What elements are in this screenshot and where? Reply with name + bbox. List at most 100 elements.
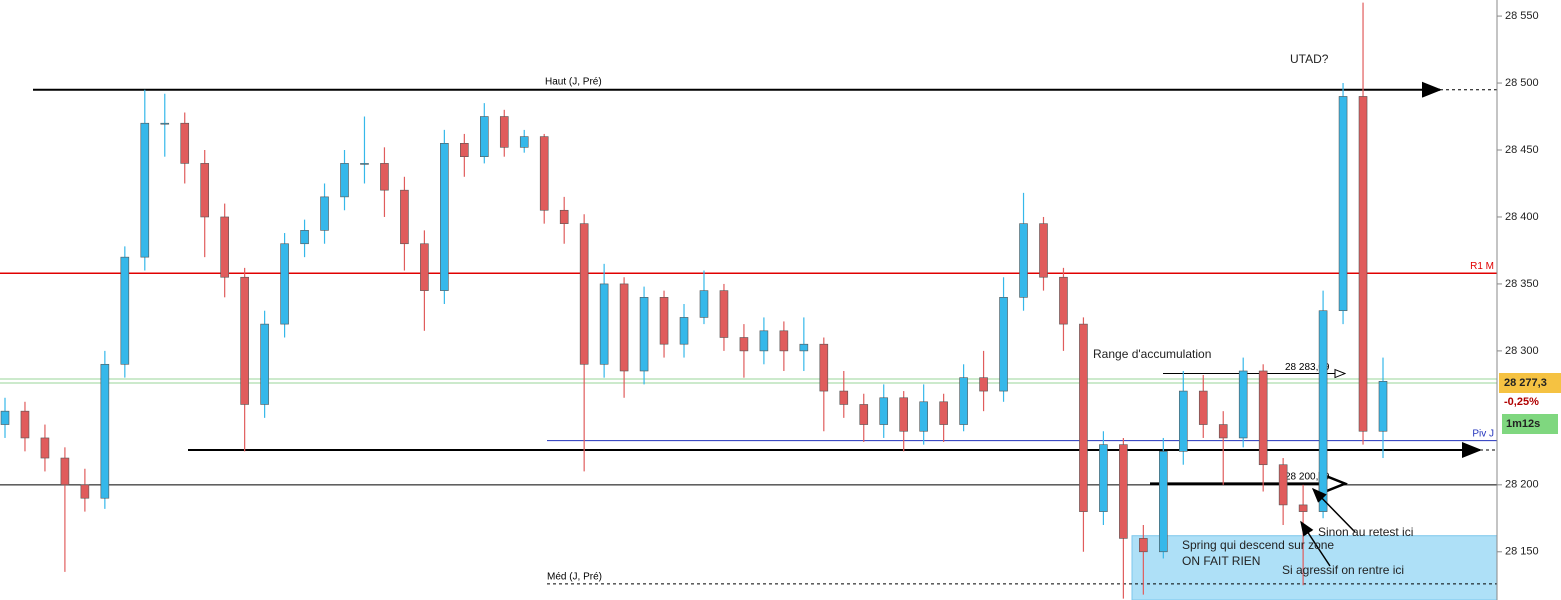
candle-body [120, 256, 130, 365]
candle-body [699, 290, 709, 318]
annotation-arrow [1311, 487, 1356, 533]
candle-body [260, 323, 269, 405]
candle-body [0, 410, 10, 425]
candle-body [739, 337, 749, 352]
candle-body [799, 343, 809, 352]
candle-body [539, 136, 549, 211]
candle-body [1278, 464, 1288, 506]
candle-body [400, 189, 409, 245]
y-tick-label: 28 450 [1505, 144, 1539, 156]
annotation-arrow [1300, 520, 1331, 567]
candle-body [1238, 370, 1248, 439]
candle-body [999, 297, 1008, 392]
price-tag-bg [1499, 373, 1561, 393]
candle-body [1119, 444, 1128, 539]
candle-body [1079, 323, 1088, 512]
candle-body [899, 397, 908, 432]
candle-body [440, 143, 449, 291]
candle-body [879, 397, 889, 425]
candle-body [1298, 504, 1308, 512]
candle-body [1358, 96, 1368, 432]
change-tag-bg [1499, 393, 1561, 412]
candle-body [719, 290, 729, 338]
candle-body [480, 116, 489, 157]
candle-body [280, 243, 289, 325]
candle-body [1218, 424, 1228, 439]
level-label: 28 283,09 [1285, 362, 1330, 373]
y-tick-label: 28 300 [1505, 345, 1539, 357]
candle-body [639, 297, 649, 372]
y-tick-label: 28 550 [1505, 10, 1539, 22]
candle-body [100, 363, 110, 499]
annotation: Spring qui descend sur zone [1182, 538, 1334, 552]
candle-body [859, 404, 869, 425]
level-label: 28 200,89 [1285, 471, 1330, 482]
candle-body [959, 377, 968, 425]
candle-body [1159, 451, 1168, 553]
level-label: Piv J [1472, 428, 1494, 439]
candle-body [300, 230, 309, 245]
candle-body [1378, 380, 1388, 432]
candle-body [180, 122, 190, 164]
candle-body [340, 163, 349, 198]
candle-body [779, 330, 789, 352]
last-price: 28 277,3 [1504, 377, 1547, 389]
candle-body [939, 401, 948, 425]
countdown: 1m12s [1506, 418, 1540, 430]
zone [1131, 535, 1498, 600]
y-tick-label: 28 150 [1505, 546, 1539, 558]
candle-body [40, 437, 50, 459]
level-label: Haut (J, Pré) [545, 76, 602, 87]
candle-body [1178, 390, 1188, 452]
candle-body [619, 283, 629, 372]
candle-body [919, 401, 928, 432]
annotation: UTAD? [1290, 52, 1329, 66]
level-label: R1 M [1470, 261, 1494, 272]
candle-body [1059, 276, 1068, 325]
candle-body [1039, 223, 1048, 278]
candle-body [1198, 390, 1208, 425]
candle-body [1338, 96, 1348, 312]
candle-body [679, 317, 689, 345]
candle-body [1019, 223, 1028, 298]
candle-body [1099, 444, 1108, 512]
candle-body [1318, 310, 1328, 512]
candle-body [60, 457, 70, 486]
candle-body [599, 283, 609, 365]
candle-body [320, 196, 329, 231]
candle-body [200, 163, 210, 218]
candle-body [80, 484, 90, 499]
y-tick-label: 28 200 [1505, 479, 1539, 491]
level-label: Méd (J, Pré) [547, 572, 602, 583]
candle-body [240, 276, 249, 405]
candle-body [1139, 538, 1148, 553]
annotation: ON FAIT RIEN [1182, 554, 1260, 568]
candle-body [420, 243, 429, 291]
candle-body [759, 330, 769, 352]
candle-body [519, 136, 529, 148]
y-tick-label: 28 400 [1505, 211, 1539, 223]
change: -0,25% [1504, 396, 1539, 408]
candle-body [220, 216, 229, 278]
candle-body [20, 410, 30, 439]
candle-body [360, 163, 369, 165]
countdown-bg [1502, 414, 1558, 434]
candle-body [460, 143, 469, 157]
candle-body [819, 343, 829, 392]
y-tick-label: 28 500 [1505, 77, 1539, 89]
candle-body [579, 223, 589, 365]
candle-body [160, 122, 170, 125]
annotation: Si agressif on rentre ici [1282, 563, 1404, 577]
candle-body [659, 297, 669, 345]
annotation: Sinon au retest ici [1318, 525, 1413, 539]
candle-body [839, 390, 849, 405]
candle-body [1258, 370, 1268, 466]
candle-body [559, 209, 569, 224]
candle-body [979, 377, 988, 392]
candle-body [499, 116, 509, 148]
candle-body [380, 163, 389, 191]
annotation: Range d'accumulation [1093, 347, 1211, 361]
y-tick-label: 28 350 [1505, 278, 1539, 290]
candle-body [140, 122, 150, 258]
